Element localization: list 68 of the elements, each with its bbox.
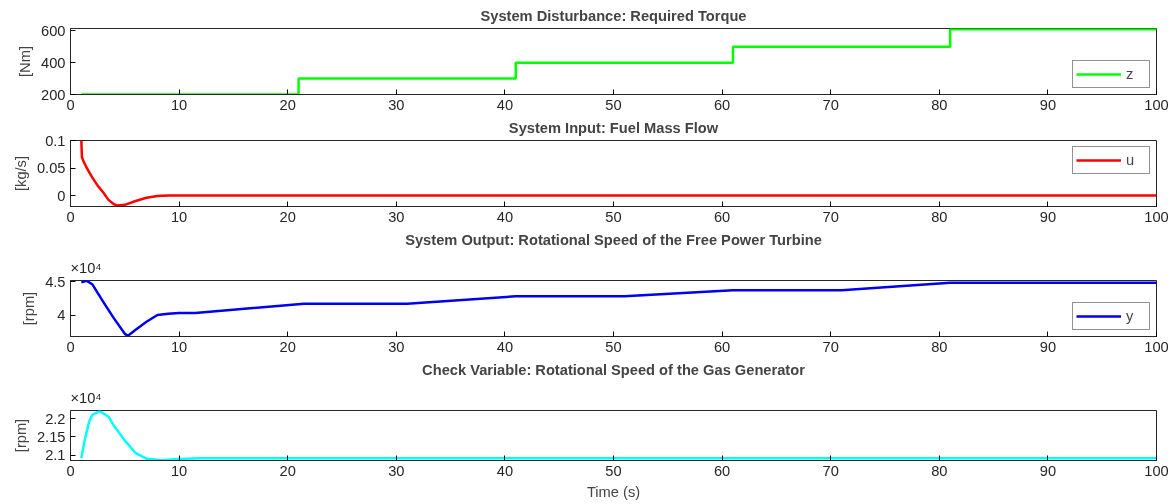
x-tick-label: 60: [713, 338, 731, 355]
x-tick-label: 90: [1039, 208, 1057, 225]
y-tick-label: 4.5: [45, 273, 66, 290]
x-tick-label: 50: [605, 208, 622, 225]
x-tick-label: 70: [822, 208, 839, 225]
y-tick-label: 400: [41, 54, 66, 71]
x-tick-label: 40: [496, 208, 514, 225]
x-tick-label: 80: [931, 208, 948, 225]
x-tick-label: 100: [1144, 208, 1169, 225]
x-tick-label: 40: [496, 338, 514, 355]
line-series: [80, 280, 1157, 337]
x-tick-label: 20: [279, 208, 296, 225]
x-tick-label: 30: [388, 96, 405, 113]
x-tick-label: 90: [1039, 96, 1057, 113]
legend-label: y: [1126, 308, 1135, 324]
x-tick-label: 90: [1039, 338, 1057, 355]
line-series: [80, 410, 1157, 461]
x-tick-label: 30: [388, 462, 405, 479]
y-axis-title: [rpm]: [12, 418, 29, 453]
y-tick-label: 0.05: [36, 160, 66, 176]
legend-label: u: [1126, 152, 1136, 168]
x-tick-label: 70: [822, 338, 839, 355]
x-tick-label: 80: [931, 462, 948, 479]
x-tick-label: 20: [279, 462, 296, 479]
x-tick-label: 60: [713, 96, 731, 113]
x-tick-label: 60: [713, 462, 731, 479]
chart-title: System Output: Rotational Speed of the Free Power Turbine: [405, 231, 822, 248]
x-tick-label: 30: [388, 208, 405, 225]
text: ×10⁴: [70, 259, 102, 276]
y-tick-label: 0.1: [45, 132, 66, 149]
x-axis-title: Time (s): [586, 483, 641, 500]
x-tick-label: 100: [1144, 338, 1169, 355]
chart-title: Check Variable: Rotational Speed of the Gas Generator: [422, 361, 806, 378]
x-tick-label: 10: [170, 208, 188, 225]
x-tick-label: 20: [279, 338, 296, 355]
x-tick-label: 40: [496, 462, 514, 479]
x-tick-label: 20: [279, 96, 296, 113]
y-tick-label: 600: [41, 22, 66, 39]
y-tick-label: 200: [41, 86, 66, 103]
y-tick-label: 2.1: [45, 447, 66, 464]
y-axis-title: [kg/s]: [12, 155, 29, 192]
x-tick-label: 70: [822, 96, 839, 113]
x-tick-label: 10: [170, 96, 188, 113]
chart-title: System Disturbance: Required Torque: [480, 7, 747, 24]
x-tick-label: 40: [496, 96, 514, 113]
x-tick-label: 30: [388, 338, 405, 355]
legend-label: z: [1126, 66, 1135, 82]
y-tick-label: 4: [57, 307, 66, 324]
x-tick-label: 100: [1144, 96, 1169, 113]
line-series: [80, 140, 1157, 207]
y-axis-title: [Nm]: [17, 46, 34, 77]
y-tick-label: 2.15: [36, 428, 66, 445]
x-tick-label: 80: [931, 338, 948, 355]
y-axis-title: [rpm]: [21, 291, 38, 326]
x-tick-label: 50: [605, 338, 622, 355]
x-tick-label: 90: [1039, 462, 1057, 479]
y-tick-label: 0: [57, 187, 66, 204]
x-tick-label: 50: [605, 462, 622, 479]
x-tick-label: 60: [713, 208, 731, 225]
x-tick-label: 70: [822, 462, 839, 479]
chart-title: System Input: Fuel Mass Flow: [508, 119, 719, 136]
x-tick-label: 50: [605, 96, 622, 113]
y-tick-label: 2.2: [45, 410, 66, 427]
x-tick-label: 10: [170, 462, 188, 479]
text: ×10⁴: [70, 389, 102, 406]
x-tick-label: 100: [1144, 462, 1169, 479]
x-tick-label: 10: [170, 338, 188, 355]
x-tick-label: 80: [931, 96, 948, 113]
